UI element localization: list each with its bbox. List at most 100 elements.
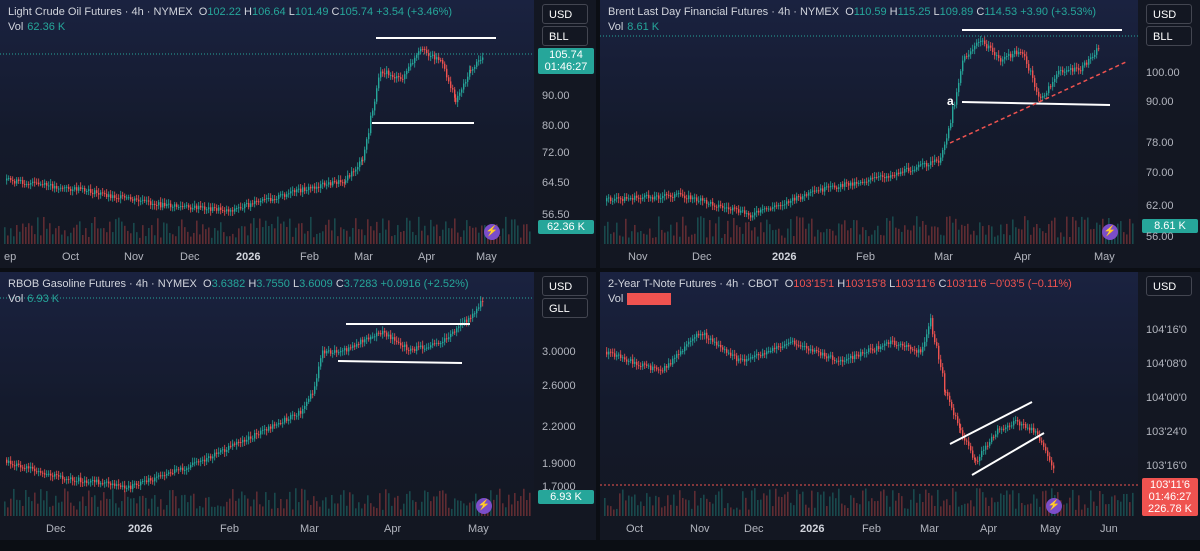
- volume-bar: [382, 509, 384, 516]
- price-axis[interactable]: USD BLL 105.74 01:46:27 90.00 80.00 72.00…: [534, 0, 596, 268]
- volume-bar: [232, 489, 234, 516]
- volume-bar: [169, 232, 171, 244]
- candle-body: [226, 450, 228, 452]
- candle-body: [1088, 58, 1090, 65]
- lightning-bolt-icon[interactable]: ⚡: [1046, 498, 1062, 514]
- volume-bar: [955, 218, 957, 244]
- volume-bar: [922, 502, 924, 516]
- volume-bar: [400, 231, 402, 244]
- candle-body: [636, 361, 638, 366]
- candle-body: [382, 330, 384, 335]
- currency-button[interactable]: USD: [542, 4, 588, 24]
- chart-area[interactable]: [600, 272, 1138, 516]
- candle-body: [958, 82, 960, 93]
- candle-body: [212, 207, 214, 211]
- candle-body: [68, 186, 70, 190]
- panel-brent[interactable]: Brent Last Day Financial Futures · 4h · …: [600, 0, 1200, 268]
- volume-bar: [505, 216, 507, 244]
- panel-2yr-tnote[interactable]: 2-Year T-Note Futures · 4h · CBOT O103'1…: [600, 272, 1200, 540]
- candle-body: [736, 355, 738, 362]
- volume-bar: [406, 217, 408, 244]
- lightning-bolt-icon[interactable]: ⚡: [476, 498, 492, 514]
- symbol-title[interactable]: Brent Last Day Financial Futures · 4h · …: [608, 6, 840, 18]
- price-axis[interactable]: USD BLL 100.00 90.00 78.00 70.00 62.00 8…: [1138, 0, 1200, 268]
- volume-bar: [88, 490, 90, 516]
- candle-body: [6, 459, 8, 463]
- currency-button[interactable]: USD: [542, 276, 588, 296]
- unit-button[interactable]: GLL: [542, 298, 588, 318]
- volume-bar: [1111, 496, 1113, 516]
- candle-body: [384, 330, 386, 333]
- currency-button[interactable]: USD: [1146, 4, 1192, 24]
- symbol-title[interactable]: RBOB Gasoline Futures · 4h · NYMEX: [8, 278, 197, 290]
- volume-bar: [322, 500, 324, 516]
- volume-bar: [700, 216, 702, 244]
- candle-body: [828, 355, 830, 359]
- volume-bar: [820, 494, 822, 516]
- volume-bar: [136, 503, 138, 516]
- volume-bar: [367, 219, 369, 244]
- price-axis[interactable]: USD 104'16'0 104'08'0 104'00'0 103'24'0 …: [1138, 272, 1200, 540]
- candle-body: [822, 188, 824, 192]
- lightning-bolt-icon[interactable]: ⚡: [484, 224, 500, 240]
- time-axis[interactable]: Nov Dec 2026 Feb Mar Apr May: [600, 244, 1138, 268]
- lightning-bolt-icon[interactable]: ⚡: [1102, 224, 1118, 240]
- price-axis[interactable]: USD GLL 3.0000 2.6000 2.2000 1.9000 1.70…: [534, 272, 596, 540]
- volume-bar: [376, 221, 378, 244]
- volume-bar: [388, 493, 390, 516]
- candle-body: [738, 358, 740, 362]
- candle-body: [742, 359, 744, 361]
- time-axis[interactable]: ep Oct Nov Dec 2026 Feb Mar Apr May: [0, 244, 534, 268]
- unit-button[interactable]: BLL: [1146, 26, 1192, 46]
- panel-rbob-gasoline[interactable]: RBOB Gasoline Futures · 4h · NYMEX O3.63…: [0, 272, 596, 540]
- volume-bar: [184, 227, 186, 244]
- volume-bar: [448, 507, 450, 516]
- candle-body: [74, 187, 76, 190]
- chart-area[interactable]: [0, 272, 534, 516]
- symbol-title[interactable]: Light Crude Oil Futures · 4h · NYMEX: [8, 6, 193, 18]
- time-axis[interactable]: Oct Nov Dec 2026 Feb Mar Apr May Jun: [600, 516, 1138, 540]
- volume-bar: [907, 508, 909, 516]
- volume-bar: [1105, 235, 1107, 244]
- candle-body: [106, 193, 108, 197]
- candle-body: [890, 175, 892, 178]
- volume-bar: [940, 234, 942, 244]
- volume-bar: [343, 490, 345, 516]
- candle-body: [900, 171, 902, 175]
- volume-bar: [691, 234, 693, 244]
- volume-bar: [1132, 223, 1134, 244]
- candle-body: [330, 182, 332, 186]
- candle-body: [1036, 86, 1038, 92]
- candle-body: [430, 345, 432, 348]
- candle-body: [740, 358, 742, 360]
- time-axis[interactable]: Dec 2026 Feb Mar Apr May: [0, 516, 534, 540]
- volume-bar: [604, 225, 606, 244]
- volume-bar: [253, 218, 255, 244]
- candle-body: [192, 462, 194, 466]
- candle-body: [890, 340, 892, 345]
- volume-bar: [661, 229, 663, 244]
- chart-area[interactable]: [0, 0, 534, 244]
- candle-body: [234, 443, 236, 445]
- volume-bar: [463, 503, 465, 516]
- candle-body: [748, 213, 750, 216]
- unit-button[interactable]: BLL: [542, 26, 588, 46]
- volume-bar: [496, 494, 498, 516]
- candle-body: [848, 358, 850, 360]
- candle-body: [1016, 50, 1018, 55]
- candle-body: [620, 354, 622, 359]
- candle-body: [726, 349, 728, 353]
- chart-area[interactable]: [600, 0, 1138, 244]
- candle-body: [920, 164, 922, 166]
- volume-bar: [1120, 501, 1122, 516]
- candle-body: [964, 56, 966, 61]
- panel-crude-oil[interactable]: Light Crude Oil Futures · 4h · NYMEX O10…: [0, 0, 596, 268]
- candle-body: [1048, 86, 1050, 94]
- volume-bar: [55, 495, 57, 516]
- volume-bar: [103, 228, 105, 244]
- candle-body: [140, 481, 142, 486]
- candle-body: [634, 195, 636, 200]
- volume-bar: [1003, 234, 1005, 244]
- currency-button[interactable]: USD: [1146, 276, 1192, 296]
- symbol-title[interactable]: 2-Year T-Note Futures · 4h · CBOT: [608, 278, 779, 290]
